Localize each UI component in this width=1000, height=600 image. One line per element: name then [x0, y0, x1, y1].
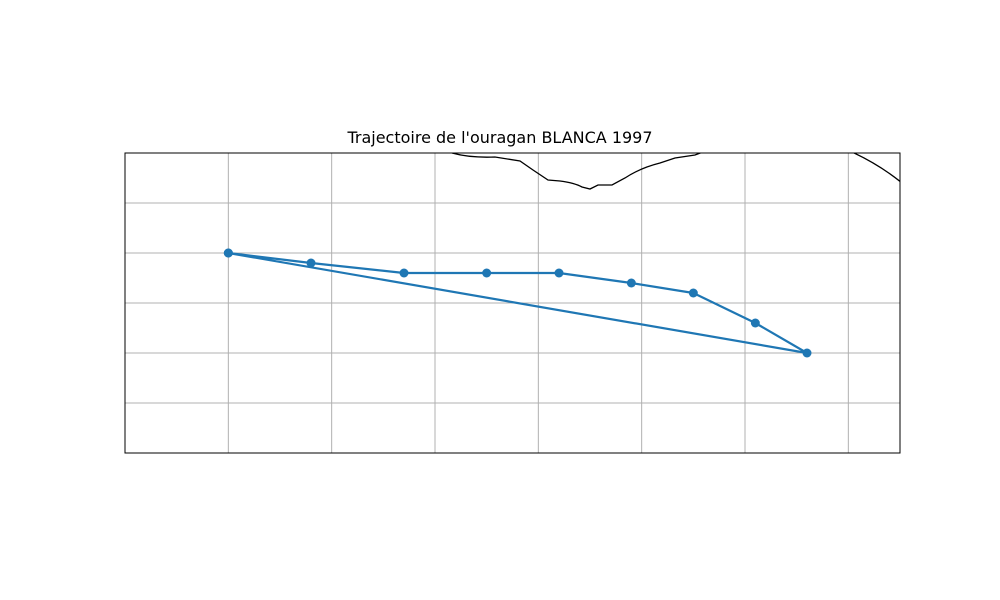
track-point	[688, 288, 698, 298]
track-point	[399, 268, 409, 278]
map-frame	[124, 152, 901, 454]
track-point	[750, 318, 760, 328]
track-point	[306, 258, 316, 268]
track-line	[228, 251, 809, 355]
storm-track	[223, 248, 812, 358]
coastline	[451, 153, 703, 190]
track-point	[554, 268, 564, 278]
coastline-east	[852, 153, 900, 183]
track-point	[223, 248, 233, 258]
track-point	[482, 268, 492, 278]
track-point	[626, 278, 636, 288]
track-point	[802, 348, 812, 358]
map-title: Trajectoire de l'ouragan BLANCA 1997	[347, 128, 653, 147]
